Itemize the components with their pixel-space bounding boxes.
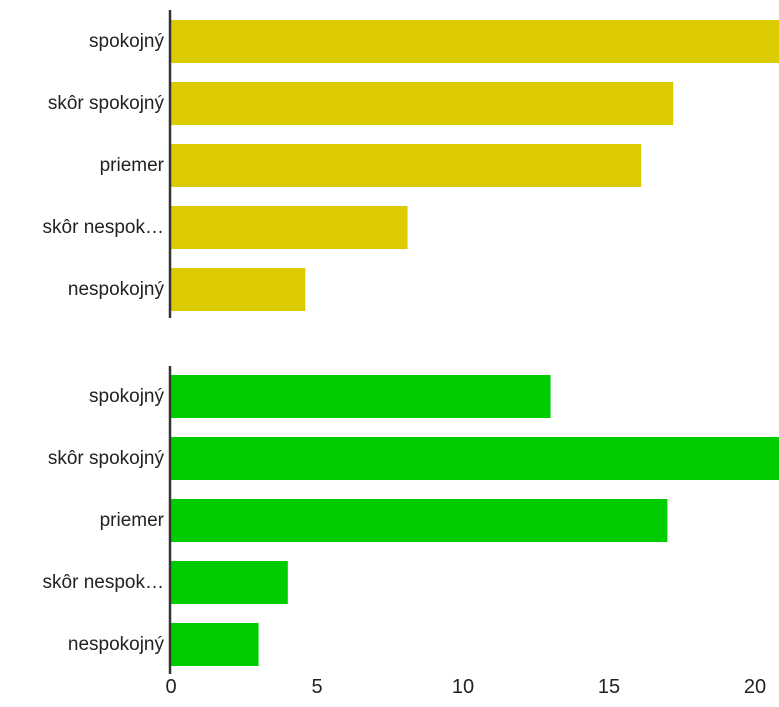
bar — [171, 82, 674, 125]
bar — [171, 268, 306, 311]
x-tick-label: 15 — [598, 676, 620, 698]
bar — [171, 499, 668, 542]
category-label: spokojný — [89, 31, 164, 52]
x-tick-label: 5 — [311, 676, 322, 698]
category-label: priemer — [100, 510, 165, 531]
x-tick-label: 10 — [452, 676, 474, 698]
category-label: skôr nespok… — [43, 572, 164, 593]
bar — [171, 623, 259, 666]
category-label: spokojný — [89, 386, 164, 407]
chart-panel-bottom: spokojný skôr spokojný priemer skôr nespok…… — [43, 366, 779, 674]
bar — [171, 561, 288, 604]
category-label: skôr spokojný — [48, 93, 165, 114]
category-label: skôr spokojný — [48, 448, 165, 469]
bar — [171, 437, 779, 480]
category-label: nespokojný — [68, 634, 165, 655]
category-label: nespokojný — [68, 279, 165, 300]
bar — [171, 20, 779, 63]
x-axis: 0 5 10 15 20 — [165, 676, 766, 698]
x-tick-label: 20 — [744, 676, 766, 698]
x-tick-label: 0 — [165, 676, 176, 698]
bar — [171, 206, 408, 249]
bar — [171, 144, 642, 187]
chart-panel-top: spokojný skôr spokojný priemer skôr nespok…… — [43, 10, 779, 318]
category-label: skôr nespok… — [43, 217, 164, 238]
category-label: priemer — [100, 155, 165, 176]
bar — [171, 375, 551, 418]
